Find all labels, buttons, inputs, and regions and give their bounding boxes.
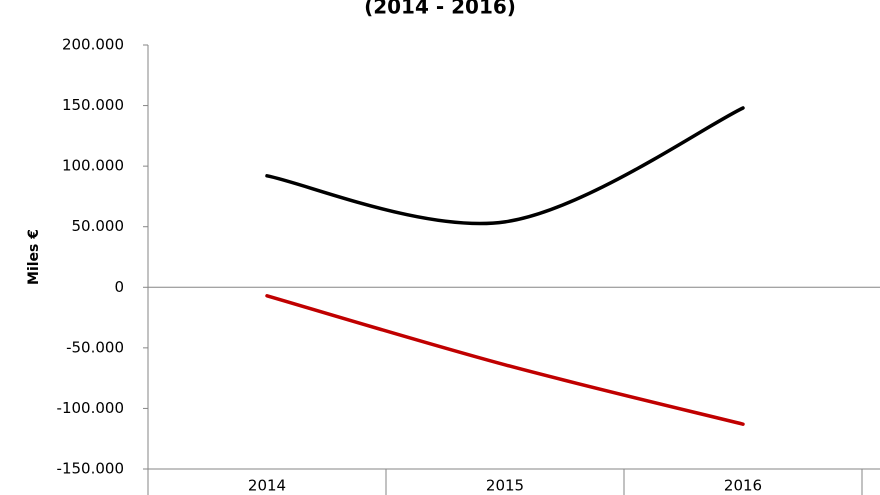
- y-tick-label: 50.000: [72, 217, 125, 235]
- y-axis-label: Miles €: [26, 229, 42, 285]
- y-tick-label: 150.000: [62, 96, 124, 114]
- y-tick-label: -100.000: [57, 399, 124, 417]
- y-tick-label: 0: [114, 278, 124, 296]
- chart-title: (2014 - 2016): [364, 0, 516, 19]
- y-tick-label: 200.000: [62, 36, 124, 54]
- x-tick-label: 2015: [486, 477, 524, 495]
- y-tick-label: 100.000: [62, 157, 124, 175]
- y-tick-label: -150.000: [57, 460, 124, 478]
- x-tick-label: 2014: [248, 477, 286, 495]
- series-line: [265, 106, 745, 226]
- series-line: [265, 294, 745, 426]
- x-tick-label: 2016: [724, 477, 762, 495]
- y-tick-label: -50.000: [66, 338, 124, 356]
